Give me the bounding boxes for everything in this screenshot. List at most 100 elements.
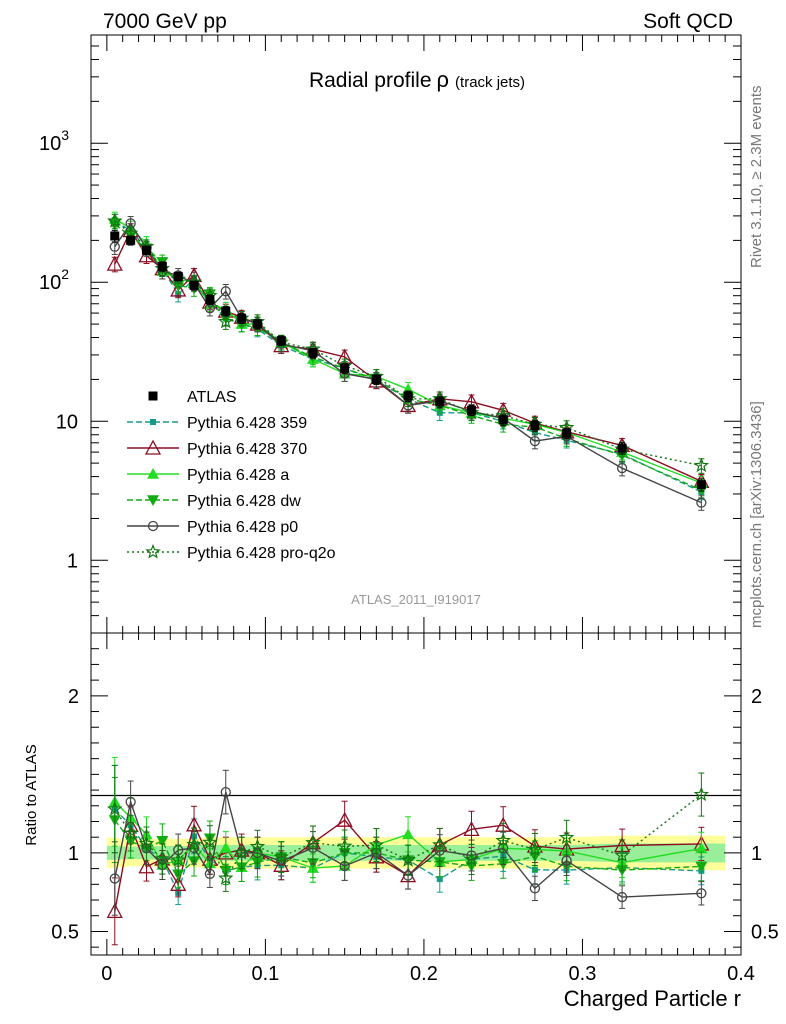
legend-entry: Pythia 6.428 359 <box>127 415 307 432</box>
main-series-line <box>114 218 702 484</box>
ratio-series-point <box>402 828 415 840</box>
ratio-series-point <box>219 841 232 853</box>
ratio-series-line <box>114 808 702 895</box>
main-series-5 <box>107 212 710 474</box>
x-tick-labels: 0 0.1 0.2 0.3 0.4 <box>101 963 755 985</box>
ratio-series-point <box>138 858 155 874</box>
legend: ATLAS Pythia 6.428 359 Pythia 6.428 370 Pyt… <box>127 389 336 562</box>
legend-marker <box>145 543 161 559</box>
ratio-series-point <box>305 834 321 850</box>
header-left: 7000 GeV pp <box>103 10 227 33</box>
main-y-tick-label: 103 <box>39 127 69 155</box>
ratio-series-point <box>138 835 155 851</box>
main-series-point <box>616 463 628 474</box>
main-series-point <box>138 247 155 263</box>
ratio-series-point <box>273 848 289 864</box>
legend-marker <box>148 391 158 401</box>
atlas-point <box>110 231 120 241</box>
header-right: Soft QCD <box>643 10 733 33</box>
legend-entry: Pythia 6.428 p0 <box>127 519 298 536</box>
main-y-tick-base: 10 <box>39 272 61 294</box>
legend-label: Pythia 6.428 359 <box>187 415 307 432</box>
ratio-series-point <box>336 811 353 827</box>
side-label-rivet: Rivet 3.1.10, ≥ 2.3M events <box>748 86 765 269</box>
atlas-point <box>173 271 183 281</box>
main-series-point <box>218 313 234 329</box>
ratio-series-point <box>695 861 708 873</box>
main-y-tick-base: 1 <box>67 550 78 572</box>
main-title-text: Radial profile <box>309 69 432 92</box>
x-tick-label: 0.4 <box>727 963 755 985</box>
main-series-point <box>696 497 707 508</box>
ratio-axis-ticks <box>91 632 742 955</box>
ratio-series-line <box>114 801 702 869</box>
main-series-point <box>529 435 541 447</box>
atlas-point <box>340 363 350 373</box>
main-title: Radial profile ρ (track jets) <box>309 67 525 92</box>
atlas-point <box>371 374 381 384</box>
ratio-series-point <box>463 820 480 836</box>
main-y-tick-base: 10 <box>56 411 78 433</box>
atlas-point <box>157 261 167 271</box>
ratio-series-point <box>558 829 575 845</box>
main-series-point <box>170 271 186 286</box>
legend-entry: Pythia 6.428 370 <box>127 439 307 458</box>
ratio-series-point <box>561 855 572 866</box>
atlas-point <box>308 348 318 358</box>
atlas-point <box>141 245 151 255</box>
ratio-series-line <box>114 791 702 898</box>
atlas-point <box>189 280 199 290</box>
ratio-series-point <box>154 850 171 866</box>
ratio-y-tick-label-right: 1 <box>751 843 762 865</box>
legend-marker <box>150 419 156 425</box>
ratio-series-point <box>527 841 543 857</box>
legend-label: Pythia 6.428 p0 <box>187 519 298 536</box>
ratio-series-point <box>106 902 123 918</box>
ratio-series-point <box>107 800 123 816</box>
ratio-series-point <box>233 844 250 860</box>
ratio-series-point <box>529 883 541 894</box>
ratio-series-point <box>122 825 139 840</box>
main-y-tick-label: 10 <box>56 411 78 433</box>
ratio-series-point <box>156 836 169 847</box>
main-title-suffix: (track jets) <box>455 74 525 91</box>
ratio-series-point <box>614 847 630 862</box>
legend-entry: ATLAS <box>148 389 237 406</box>
atlas-point <box>403 391 413 401</box>
atlas-point <box>435 397 445 407</box>
ratio-y-tick-label-right: 0.5 <box>751 921 779 943</box>
x-tick-label: 0.1 <box>251 963 279 985</box>
main-series-line <box>114 220 702 493</box>
ratio-series-point <box>495 832 511 848</box>
analysis-watermark: ATLAS_2011_I919017 <box>351 592 481 607</box>
x-tick-label: 0.2 <box>410 963 438 985</box>
legend-marker <box>147 468 159 479</box>
atlas-point <box>466 405 476 415</box>
ratio-series-point <box>616 891 628 903</box>
ratio-series-point <box>249 838 266 854</box>
ratio-series-point <box>170 875 187 891</box>
x-tick-label: 0.3 <box>569 963 597 985</box>
legend-label: Pythia 6.428 dw <box>187 493 301 510</box>
ratio-series-point <box>220 786 231 798</box>
main-y-tick-label: 1 <box>67 550 78 572</box>
legend-label: Pythia 6.428 pro-q2o <box>187 545 336 562</box>
x-tick-label: 0 <box>101 963 112 985</box>
ratio-series-point <box>695 842 708 854</box>
ratio-series-point <box>125 796 136 808</box>
main-y-tick-exponent: 2 <box>61 266 69 282</box>
legend-entry: Pythia 6.428 pro-q2o <box>127 543 336 562</box>
main-series-point <box>106 255 123 271</box>
ratio-series-point <box>218 870 234 885</box>
main-series-group <box>106 211 710 511</box>
x-axis-label: Charged Particle r <box>564 986 741 1011</box>
atlas-point <box>237 313 247 323</box>
atlas-point <box>205 295 215 305</box>
atlas-point <box>276 336 286 346</box>
main-y-tick-label: 102 <box>39 266 69 294</box>
ratio-series-point <box>186 836 202 852</box>
atlas-point <box>696 480 706 490</box>
